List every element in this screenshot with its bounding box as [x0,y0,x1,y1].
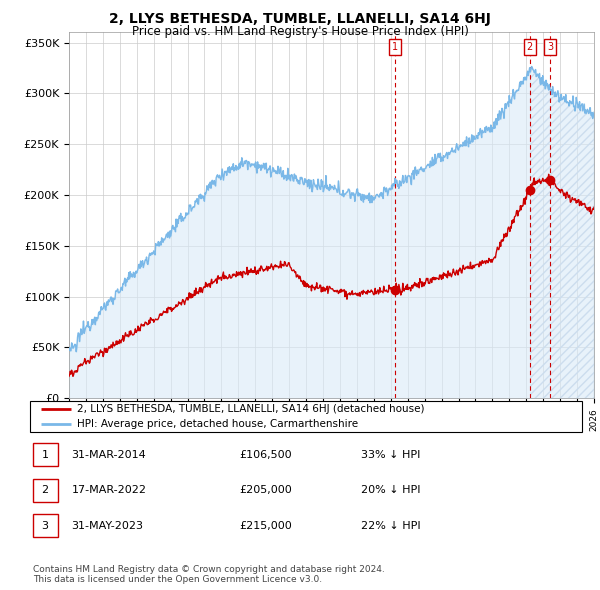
Text: 2, LLYS BETHESDA, TUMBLE, LLANELLI, SA14 6HJ: 2, LLYS BETHESDA, TUMBLE, LLANELLI, SA14… [109,12,491,26]
Text: Contains HM Land Registry data © Crown copyright and database right 2024.: Contains HM Land Registry data © Crown c… [33,565,385,574]
FancyBboxPatch shape [33,444,58,466]
Text: HPI: Average price, detached house, Carmarthenshire: HPI: Average price, detached house, Carm… [77,419,358,429]
Text: 1: 1 [41,450,49,460]
FancyBboxPatch shape [33,479,58,502]
Text: £106,500: £106,500 [240,450,292,460]
Text: This data is licensed under the Open Government Licence v3.0.: This data is licensed under the Open Gov… [33,575,322,584]
Text: 2: 2 [41,486,49,495]
Text: 22% ↓ HPI: 22% ↓ HPI [361,521,421,530]
Text: £205,000: £205,000 [240,486,293,495]
Text: 31-MAR-2014: 31-MAR-2014 [71,450,146,460]
Text: 1: 1 [392,42,398,52]
Text: Price paid vs. HM Land Registry's House Price Index (HPI): Price paid vs. HM Land Registry's House … [131,25,469,38]
FancyBboxPatch shape [33,514,58,537]
Text: 31-MAY-2023: 31-MAY-2023 [71,521,143,530]
Text: 33% ↓ HPI: 33% ↓ HPI [361,450,421,460]
Text: 20% ↓ HPI: 20% ↓ HPI [361,486,421,495]
Text: 17-MAR-2022: 17-MAR-2022 [71,486,146,495]
Text: 2: 2 [527,42,533,52]
Text: 3: 3 [41,521,49,530]
Text: 3: 3 [547,42,553,52]
Text: £215,000: £215,000 [240,521,293,530]
Text: 2, LLYS BETHESDA, TUMBLE, LLANELLI, SA14 6HJ (detached house): 2, LLYS BETHESDA, TUMBLE, LLANELLI, SA14… [77,404,424,414]
